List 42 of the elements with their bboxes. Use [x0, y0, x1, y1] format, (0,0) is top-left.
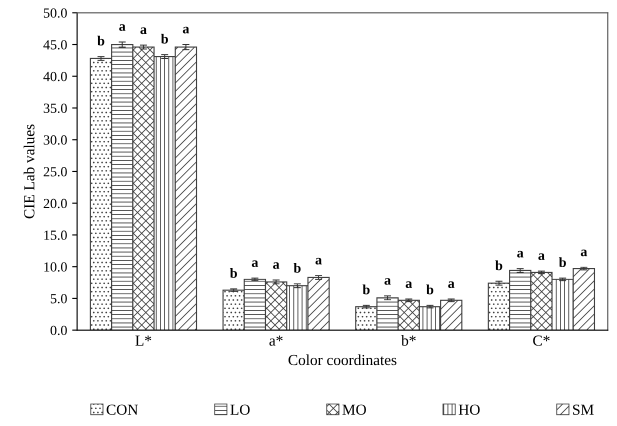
- legend-label: MO: [342, 404, 366, 415]
- x-tick-label: C*: [533, 335, 550, 346]
- data-label: b: [230, 268, 237, 278]
- data-label: a: [384, 278, 391, 285]
- y-tick-label: 5.0: [50, 294, 67, 304]
- x-tick-label: a*: [269, 336, 283, 346]
- data-label: a: [517, 250, 524, 258]
- data-label: a: [273, 262, 280, 269]
- legend-label: SM: [573, 404, 594, 415]
- y-tick-label: 25.0: [44, 167, 67, 176]
- data-label: b: [495, 260, 502, 270]
- data-label: b: [558, 257, 566, 268]
- data-label: a: [406, 281, 412, 288]
- data-label: a: [140, 27, 147, 34]
- data-label: b: [426, 284, 434, 294]
- y-tick-label: 15.0: [44, 230, 67, 240]
- data-label: a: [316, 258, 322, 264]
- data-label: a: [119, 24, 126, 31]
- x-tick-label: b*: [401, 335, 416, 346]
- y-tick-label: 45.0: [43, 40, 67, 50]
- data-label: a: [580, 250, 588, 256]
- data-label: b: [97, 36, 104, 46]
- data-label: a: [448, 281, 454, 288]
- data-label: a: [182, 26, 190, 34]
- y-tick-label: 50.0: [44, 8, 67, 18]
- legend-label: HO: [458, 404, 480, 415]
- y-tick-label: 20.0: [44, 198, 67, 208]
- data-label: b: [160, 34, 168, 44]
- data-label: a: [538, 253, 545, 260]
- y-tick-label: 10.0: [44, 262, 67, 272]
- x-axis-title: Color coordinates: [288, 354, 396, 366]
- y-axis-title: CIE Lab values: [24, 124, 34, 218]
- legend-label: LO: [230, 404, 250, 415]
- data-label: a: [252, 260, 258, 268]
- y-tick-label: 30.0: [44, 135, 67, 145]
- y-tick-label: 40.0: [43, 72, 67, 82]
- data-label: b: [362, 284, 370, 294]
- data-label: b: [294, 262, 301, 273]
- y-tick-label: 0.0: [50, 326, 67, 336]
- y-tick-label: 35.0: [44, 104, 67, 114]
- x-tick-label: L*: [135, 336, 152, 346]
- legend-label: CON: [106, 404, 138, 415]
